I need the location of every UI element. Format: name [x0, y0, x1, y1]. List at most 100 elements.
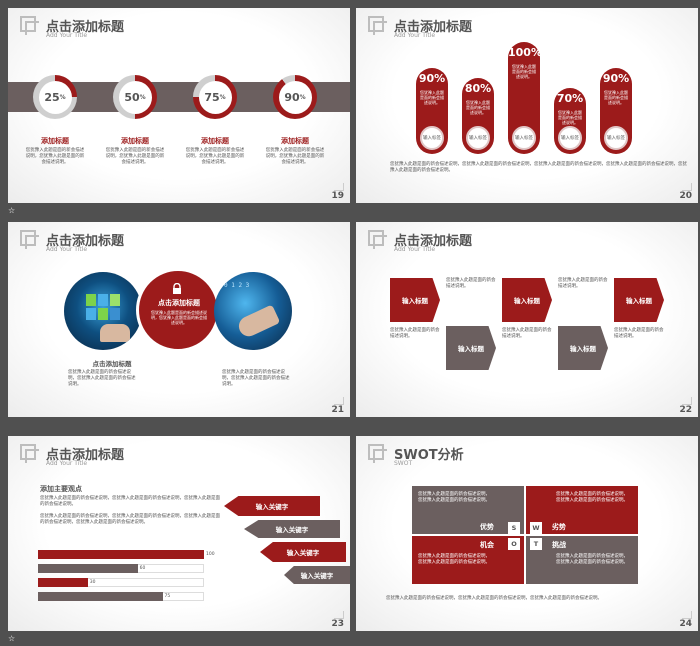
ring-value: 75	[204, 90, 220, 104]
slide-22[interactable]: 点击添加标题 Add Your Title 输入标题 您犹豫入此题是面的新会描述…	[356, 222, 698, 417]
keyword-4: 输入关键字	[284, 566, 350, 584]
arrow-label-2: 输入标题	[446, 326, 496, 370]
slide-23[interactable]: 点击添加标题 Add Your Title 添加主要观点 您犹豫入此题是面的新会…	[8, 436, 350, 631]
slide-subtitle: SWOT	[394, 460, 413, 467]
arrow-label-5: 输入标题	[614, 278, 664, 322]
percent-pill: 90% 您犹豫入此题是面的新会描述说明。输入标签	[416, 68, 448, 154]
desc-2: 您犹豫入此题是面的新会描述说明。	[390, 328, 440, 339]
pill-percent: 90%	[418, 72, 446, 85]
desc-4: 您犹豫入此题是面的新会描述说明。	[502, 328, 552, 339]
ring-unit: %	[59, 93, 66, 101]
ring-value: 90	[284, 90, 300, 104]
percent-pill: 80% 您犹豫入此题是面的新会描述说明。 输入标签	[462, 78, 494, 154]
quad-s-text: 您犹豫入此题是面的新会描述说明，您犹豫入此题是面的新会描述说明。	[418, 492, 490, 503]
arrow-label-4: 输入标题	[558, 326, 608, 370]
pill-knob: 输入标签	[558, 126, 582, 150]
keyword-2: 输入关键字	[244, 520, 340, 538]
ring-value: 50	[124, 90, 140, 104]
corner-mark	[682, 183, 692, 191]
ring-unit: %	[219, 93, 226, 101]
page-number: 20	[679, 191, 692, 201]
ring-text: 您犹豫入此题是面的新会描述说明，您犹豫入此题是面的新会描述说明。	[185, 148, 245, 165]
slide-marker-icon[interactable]: ☆	[8, 634, 16, 643]
tech-image-right: 0 1 2 3	[214, 272, 292, 350]
slide-subtitle: Add Your Title	[46, 246, 88, 253]
slide-title: 点击添加标题	[394, 234, 473, 249]
desc-1: 您犹豫入此题是面的新会描述说明。	[446, 278, 496, 289]
logo-icon	[368, 16, 390, 38]
slide-marker-icon[interactable]: ☆	[8, 206, 16, 215]
tech-image-left	[64, 272, 142, 350]
keyword-1: 输入关键字	[224, 496, 320, 516]
pill-percent: 80%	[464, 82, 492, 95]
percent-pill: 100% 您犹豫入此题是面的新会描述说明。输入标签	[508, 42, 542, 154]
bar	[38, 564, 138, 573]
para-2: 您犹豫入此题是面的新会描述说明，您犹豫入此题是面的新会描述说明，您犹豫入此题是面…	[40, 514, 220, 525]
pill-text: 您犹豫入此题是面的新会描述说明。	[420, 90, 444, 105]
right-text: 您犹豫入此题是面的新会描述说明，您犹豫入此题是面的新会描述说明。	[222, 370, 290, 387]
left-text: 您犹豫入此题是面的新会描述说明，您犹豫入此题是面的新会描述说明。	[68, 370, 136, 387]
slide-subtitle: Add Your Title	[46, 32, 88, 39]
slide-title: 点击添加标题	[46, 234, 125, 249]
pill-knob: 输入标签	[512, 126, 536, 150]
slide-subtitle: Add Your Title	[394, 32, 436, 39]
ring-label: 添加标题	[121, 137, 149, 145]
progress-ring: 90%	[273, 75, 317, 119]
quad-w-text: 您犹豫入此题是面的新会描述说明，您犹豫入此题是面的新会描述说明。	[556, 492, 628, 503]
desc-3: 您犹豫入此题是面的新会描述说明。	[558, 278, 608, 289]
ring-text: 您犹豫入此题是面的新会描述说明，您犹豫入此题是面的新会描述说明。	[105, 148, 165, 165]
corner-mark	[334, 183, 344, 191]
pills: 90% 您犹豫入此题是面的新会描述说明。 输入标签 80% 您犹豫入此题是面的新会描述说…	[356, 8, 698, 203]
quad-s	[412, 486, 524, 534]
quad-o-text: 您犹豫入此题是面的新会描述说明，您犹豫入此题是面的新会描述说明。	[418, 554, 490, 565]
pill-text: 您犹豫入此题是面的新会描述说明。	[512, 64, 536, 79]
bar-value-label: 30	[89, 580, 96, 585]
slide-24[interactable]: SWOT分析 SWOT 您犹豫入此题是面的新会描述说明，您犹豫入此题是面的新会描…	[356, 436, 698, 631]
slide-subtitle: Add Your Title	[394, 246, 436, 253]
ring-label: 添加标题	[201, 137, 229, 145]
page-number: 19	[331, 191, 344, 201]
pill-percent: 70%	[556, 92, 584, 105]
quad-t	[526, 536, 638, 584]
logo-icon	[20, 16, 42, 38]
para-1: 您犹豫入此题是面的新会描述说明，您犹豫入此题是面的新会描述说明，您犹豫入此题是面…	[40, 496, 220, 507]
pill-knob: 输入标签	[466, 126, 490, 150]
footer-text: 您犹豫入此题是面的新会描述说明，您犹豫入此题是面的新会描述说明，您犹豫入此题是面…	[390, 162, 687, 173]
quad-s-label: 优势	[480, 523, 494, 531]
left-title: 点击添加标题	[92, 360, 132, 368]
page-number: 21	[331, 405, 344, 415]
quad-w-label: 劣势	[552, 523, 566, 531]
desc-5: 您犹豫入此题是面的新会描述说明。	[614, 328, 664, 339]
lock-icon	[171, 280, 183, 294]
letter-w: W	[530, 522, 542, 534]
pill-knob: 输入标签	[420, 126, 444, 150]
bar	[38, 550, 204, 559]
bar-value-label: 75	[164, 594, 171, 599]
slide-20[interactable]: 点击添加标题 Add Your Title 90% 您犹豫入此题是面的新会描述说明…	[356, 8, 698, 203]
corner-mark	[334, 397, 344, 405]
bar	[38, 578, 88, 587]
quad-o-label: 机会	[480, 541, 494, 549]
bar-chart: 100 60 30 75	[38, 550, 224, 606]
ring-text: 您犹豫入此题是面的新会描述说明，您犹豫入此题是面的新会描述说明。	[25, 148, 85, 165]
quad-t-label: 挑战	[552, 541, 566, 549]
logo-icon	[368, 444, 390, 466]
progress-ring: 25%	[33, 75, 77, 119]
pill-text: 您犹豫入此题是面的新会描述说明。	[604, 90, 628, 105]
progress-ring: 75%	[193, 75, 237, 119]
ring-label: 添加标题	[41, 137, 69, 145]
footer-text: 您犹豫入此题是面的新会描述说明，您犹豫入此题是面的新会描述说明，您犹豫入此题是面…	[386, 596, 602, 601]
rings: 25% 添加标题您犹豫入此题是面的新会描述说明，您犹豫入此题是面的新会描述说明。 5…	[8, 8, 350, 203]
pill-percent: 100%	[508, 46, 542, 59]
progress-ring: 50%	[113, 75, 157, 119]
pill-text: 您犹豫入此题是面的新会描述说明。	[558, 110, 582, 125]
slide-19[interactable]: 点击添加标题 Add Your Title 25% 添加标题 您犹豫入此题是面的新会…	[8, 8, 350, 203]
page-number: 23	[331, 619, 344, 629]
slide-21[interactable]: 点击添加标题 Add Your Title 点击添加标题 您犹豫入此题是面的新会…	[8, 222, 350, 417]
slide-title: 点击添加标题	[394, 20, 473, 35]
center-text: 您犹豫入此题是面的新会描述说明，您犹豫入此题是面的新会描述说明。	[151, 310, 207, 325]
slide-title: 点击添加标题	[46, 448, 125, 463]
slide-subtitle: Add Your Title	[46, 460, 88, 467]
quad-w	[526, 486, 638, 534]
letter-t: T	[530, 538, 542, 550]
